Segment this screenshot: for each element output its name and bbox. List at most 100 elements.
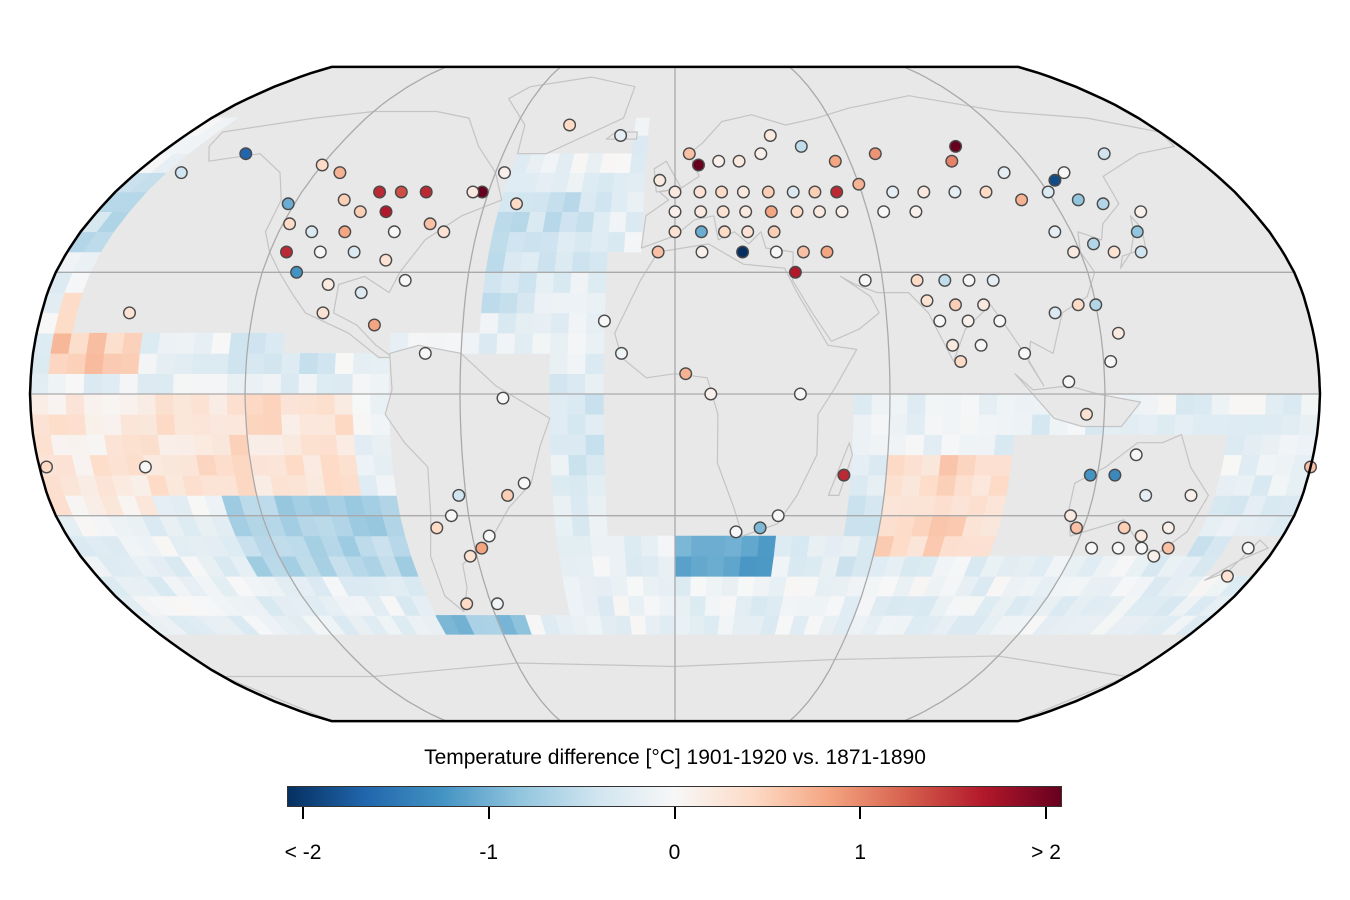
ocean-cell — [370, 373, 390, 395]
station-marker — [482, 529, 496, 543]
ocean-cell — [567, 332, 587, 354]
station-marker — [736, 185, 750, 199]
ocean-cell — [208, 373, 229, 395]
station-marker — [1048, 173, 1062, 187]
ocean-cell — [1227, 414, 1248, 435]
station-marker — [1083, 468, 1097, 482]
station-marker — [754, 147, 768, 161]
ocean-cell — [83, 393, 103, 415]
ocean-cell — [853, 393, 873, 415]
ocean-cell — [1139, 393, 1160, 415]
ocean-cell — [940, 434, 961, 456]
station-marker — [367, 318, 381, 332]
ocean-cell — [623, 231, 643, 253]
ocean-cell — [610, 191, 629, 212]
station-marker — [501, 488, 515, 502]
station-marker — [1161, 521, 1175, 535]
ocean-cell — [517, 272, 538, 293]
ocean-cell — [245, 414, 266, 435]
ocean-cell — [193, 332, 215, 354]
station-marker — [1117, 521, 1131, 535]
ocean-cell — [608, 555, 628, 577]
ocean-cell — [623, 535, 643, 557]
ocean-cell — [629, 615, 647, 635]
station-marker — [909, 205, 923, 219]
ocean-cell — [65, 393, 85, 415]
ocean-cell — [316, 414, 337, 435]
ocean-cell — [721, 576, 740, 597]
ocean-cell — [570, 495, 590, 516]
station-marker — [938, 273, 952, 287]
station-marker — [977, 298, 991, 312]
station-marker — [732, 154, 746, 168]
ocean-cell — [500, 272, 521, 293]
land-mass — [827, 442, 853, 496]
ocean-cell — [738, 555, 758, 577]
station-marker — [837, 468, 851, 482]
station-marker — [1184, 488, 1198, 502]
ocean-cell — [1265, 393, 1285, 415]
ocean-cell — [522, 231, 544, 253]
ocean-cell — [228, 332, 250, 354]
ocean-cell — [50, 332, 73, 354]
ocean-cell — [502, 251, 524, 273]
station-marker — [239, 147, 253, 161]
ocean-cell — [659, 615, 676, 635]
ocean-cell — [84, 353, 105, 374]
ocean-cell — [571, 515, 591, 537]
station-marker — [739, 205, 753, 219]
ocean-cell — [352, 414, 373, 435]
ocean-cell — [581, 172, 601, 193]
ocean-cell — [883, 474, 905, 496]
station-marker — [1129, 448, 1143, 462]
station-marker — [790, 205, 804, 219]
station-marker — [877, 205, 891, 219]
ocean-cell — [519, 251, 541, 273]
ocean-cell — [642, 576, 660, 597]
station-marker — [1069, 521, 1083, 535]
station-marker — [753, 521, 767, 535]
ocean-cell — [674, 535, 693, 557]
station-marker — [718, 225, 732, 239]
ocean-cell — [496, 332, 516, 354]
station-marker — [1135, 541, 1149, 555]
ocean-cell — [298, 393, 318, 415]
ocean-cell — [870, 414, 891, 435]
ocean-cell — [48, 414, 69, 435]
station-marker — [1086, 237, 1100, 251]
ocean-cell — [353, 434, 374, 456]
station-marker — [946, 338, 960, 352]
station-marker — [668, 185, 682, 199]
ocean-cell — [334, 393, 354, 415]
ocean-cell — [47, 393, 68, 415]
station-marker — [1071, 193, 1085, 207]
ocean-cell — [550, 312, 570, 334]
ocean-cell — [334, 353, 355, 374]
ocean-cell — [722, 555, 742, 577]
ocean-cell — [316, 393, 336, 415]
station-marker — [979, 185, 993, 199]
ocean-cell — [610, 576, 629, 597]
ocean-cell — [570, 272, 590, 293]
station-marker — [1111, 326, 1125, 340]
station-marker — [771, 509, 785, 523]
colorbar-tick — [302, 807, 304, 819]
ocean-cell — [1247, 393, 1267, 415]
station-marker — [1104, 355, 1118, 369]
ocean-cell — [226, 393, 246, 415]
ocean-cell — [554, 515, 575, 537]
station-marker — [808, 185, 822, 199]
ocean-cell — [226, 373, 246, 395]
ocean-cell — [628, 595, 646, 616]
ocean-cell — [227, 353, 248, 374]
ocean-cell — [1174, 414, 1195, 435]
ocean-cell — [996, 393, 1016, 415]
ocean-cell — [83, 373, 103, 395]
ocean-cell — [139, 332, 161, 354]
ocean-cell — [585, 393, 604, 415]
ocean-cell — [535, 272, 555, 293]
ocean-cell — [590, 231, 610, 253]
station-marker — [1220, 569, 1234, 583]
station-marker — [280, 245, 294, 259]
ocean-cell — [628, 172, 646, 193]
